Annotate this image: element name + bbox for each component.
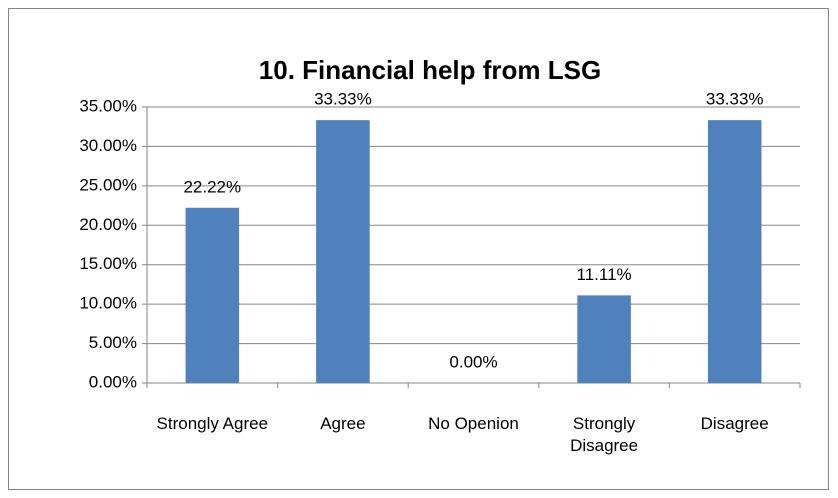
data-label: 0.00% <box>449 352 497 371</box>
bar <box>316 120 370 384</box>
y-tick-label: 15.00% <box>79 254 137 273</box>
x-tick-label: Agree <box>320 414 366 433</box>
chart-border <box>8 8 829 490</box>
chart-title: 10. Financial help from LSG <box>259 55 601 85</box>
data-label: 33.33% <box>314 90 372 109</box>
data-label: 33.33% <box>706 90 764 109</box>
x-tick-label: Disagree <box>700 414 769 433</box>
y-tick-label: 35.00% <box>79 96 137 115</box>
y-tick-label: 0.00% <box>89 372 137 391</box>
y-tick-label: 20.00% <box>79 215 137 234</box>
y-tick-label: 5.00% <box>89 333 137 352</box>
x-tick-label: Strongly Agree <box>156 414 269 433</box>
bar <box>707 120 762 384</box>
bar <box>577 295 631 383</box>
y-tick-label: 30.00% <box>79 136 137 155</box>
x-tick-label: No Openion <box>428 414 519 433</box>
data-label: 11.11% <box>577 265 632 284</box>
x-tick-label: Strongly Disagree <box>570 414 639 455</box>
bar <box>185 207 240 383</box>
y-tick-label: 25.00% <box>79 175 137 194</box>
data-label: 22.22% <box>183 177 241 196</box>
y-tick-label: 10.00% <box>79 294 137 313</box>
